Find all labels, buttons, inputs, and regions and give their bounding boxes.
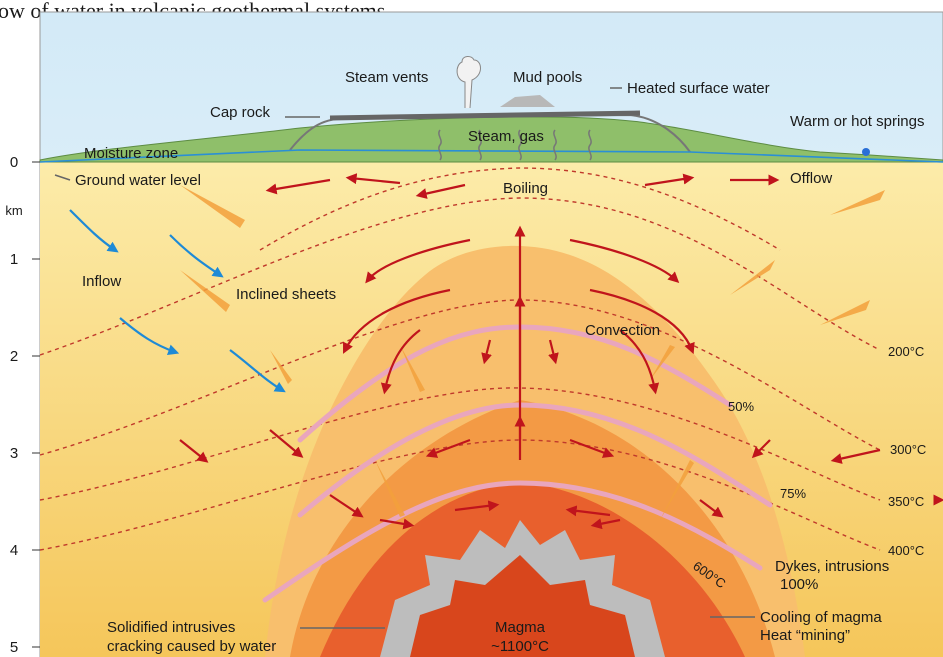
label: Heated surface water (627, 80, 770, 97)
magma (410, 555, 635, 657)
label-line: 100% (780, 576, 818, 593)
isotherm-label: 350°C (888, 494, 924, 509)
isotherm-label: 400°C (888, 543, 924, 558)
label: Cap rock (210, 104, 271, 121)
isotherm-label: 200°C (888, 344, 924, 359)
label: Solidified intrusives cracking caused by … (107, 619, 276, 655)
label: Steam, gas (468, 128, 544, 145)
leader-lines (54, 87, 755, 629)
labels: Steam vents Mud pools Heated surface wat… (75, 69, 926, 655)
isotherm (259, 167, 781, 251)
depth-tick: 0 (10, 154, 18, 171)
label-line: ~1100°C (491, 638, 549, 655)
depth-tick: 2 (10, 348, 18, 365)
label: Boiling (503, 180, 548, 197)
label-line: Solidified intrusives (107, 619, 235, 636)
label-line: Dykes, intrusions (775, 558, 889, 575)
steam-vent (456, 56, 481, 109)
label: Steam vents (345, 69, 428, 86)
isotherm (39, 387, 881, 501)
label: Moisture zone (84, 145, 178, 162)
fraction-line (262, 480, 763, 603)
label-line: Cooling of magma (760, 609, 882, 626)
label: Magma ~1100°C (491, 619, 549, 655)
scene (32, 11, 943, 657)
label: Mud pools (513, 69, 582, 86)
isotherm (39, 439, 881, 551)
label: Inclined sheets (236, 286, 336, 303)
mud-pool (500, 95, 555, 107)
cap-rock (329, 110, 641, 121)
label-line: Heat “mining” (760, 627, 850, 644)
water-table (39, 149, 943, 163)
label: Inflow (82, 273, 121, 290)
label: Dykes, intrusions 100% (775, 558, 889, 593)
depth-tick: 3 (10, 445, 18, 462)
label: Ground water level (75, 172, 201, 189)
fraction-label: 50% (728, 399, 754, 414)
flow-arrows (69, 173, 881, 530)
label: Offlow (790, 170, 832, 187)
depth-unit: km (5, 203, 22, 218)
depth-labels: 0 km 1 2 3 4 5 (5, 154, 22, 656)
label: Warm or hot springs (790, 113, 924, 130)
label: Cooling of magma Heat “mining” (760, 609, 882, 644)
label-line: Magma (495, 619, 546, 636)
depth-tick: 4 (10, 542, 18, 559)
depth-tick: 5 (10, 639, 18, 656)
isotherm (39, 197, 881, 356)
steam-wisps (438, 129, 592, 161)
fraction-label: 75% (780, 486, 806, 501)
spring (862, 148, 870, 156)
isotherm-label: 300°C (890, 442, 926, 457)
depth-tick: 1 (10, 251, 18, 268)
label: Convection (585, 322, 660, 339)
depth-ticks (32, 161, 40, 648)
label-line: cracking caused by water (107, 638, 276, 655)
